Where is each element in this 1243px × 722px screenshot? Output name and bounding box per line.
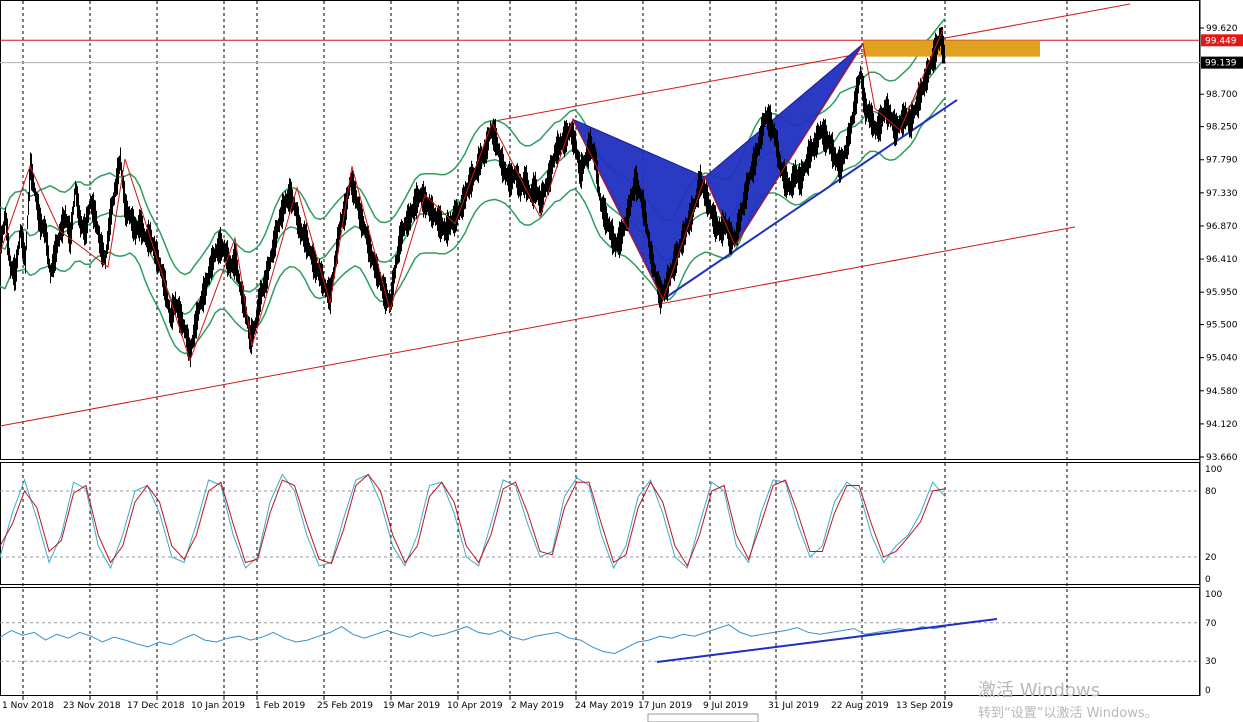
osc-y-tick-label: 70 — [1205, 619, 1217, 629]
watermark-subtitle: 转到“设置”以激活 Windows。 — [978, 706, 1158, 721]
stoch-series-0 — [0, 473, 946, 570]
stochastic-panel-frame — [0, 462, 1200, 585]
y-tick-label: 97.790 — [1206, 156, 1238, 166]
y-tick-label: 99.620 — [1206, 24, 1238, 34]
current-price-box — [1201, 56, 1243, 69]
y-tick-label: 94.120 — [1206, 420, 1238, 430]
bb-lower-band — [0, 97, 946, 355]
y-tick-label: 95.040 — [1206, 354, 1238, 364]
y-tick-label: 97.330 — [1206, 189, 1238, 199]
oscillator-layer — [0, 618, 1200, 663]
x-tick-label: 9 Jul 2019 — [703, 701, 748, 711]
x-tick-label: 23 Nov 2018 — [63, 701, 121, 711]
y-tick-label: 98.250 — [1206, 123, 1238, 133]
y-tick-label: 94.580 — [1206, 387, 1238, 397]
x-tick-label: 24 May 2019 — [575, 701, 634, 711]
x-tick-label: 17 Jun 2019 — [638, 701, 692, 711]
channel-upper-line — [494, 3, 1131, 122]
y-tick-label: 98.700 — [1206, 90, 1238, 100]
x-tick-label: 1 Feb 2019 — [255, 701, 306, 711]
x-tick-label: 19 Mar 2019 — [383, 701, 440, 711]
stoch-series-1 — [0, 473, 946, 567]
stoch-y-tick-label: 20 — [1205, 553, 1217, 563]
x-tick-label: 22 Aug 2019 — [831, 701, 889, 711]
channel-lower-line — [0, 226, 1076, 427]
stoch-y-tick-label: 80 — [1205, 487, 1217, 497]
x-tick-label: 1 Nov 2018 — [2, 701, 54, 711]
x-tick-label: 10 Jan 2019 — [191, 701, 245, 711]
line-price-box — [1201, 34, 1243, 47]
x-tick-label: 17 Dec 2018 — [127, 701, 185, 711]
y-tick-label: 96.410 — [1206, 255, 1238, 265]
x-tick-label: 31 Jul 2019 — [768, 701, 819, 711]
current-price-label: 99.139 — [1205, 59, 1237, 69]
y-tick-label: 95.950 — [1206, 288, 1238, 298]
time-scroll-marker[interactable] — [647, 713, 759, 722]
x-tick-label: 13 Sep 2019 — [896, 701, 953, 711]
main-price-layer — [0, 3, 1200, 427]
stoch-y-tick-label: 100 — [1205, 465, 1222, 475]
main-panel-frame — [0, 0, 1200, 460]
watermark-title: 激活 Windows — [978, 680, 1101, 701]
stochastic-layer — [0, 473, 1200, 570]
x-tick-label: 25 Feb 2019 — [317, 701, 373, 711]
harmonic-bcd — [704, 43, 864, 247]
vertical-gridlines — [22, 1, 1068, 695]
osc-y-tick-label: 0 — [1205, 686, 1211, 696]
stoch-y-tick-label: 0 — [1205, 575, 1211, 585]
x-tick-label: 2 May 2019 — [511, 701, 564, 711]
line-price-label: 99.449 — [1205, 36, 1237, 46]
osc-y-tick-label: 100 — [1205, 590, 1222, 600]
y-tick-label: 93.660 — [1206, 453, 1238, 463]
osc-trendline — [656, 618, 998, 663]
prz-zone — [863, 40, 1040, 57]
y-tick-label: 96.870 — [1206, 222, 1238, 232]
x-tick-label: 10 Apr 2019 — [447, 701, 503, 711]
osc-series-0 — [0, 624, 946, 655]
axis-labels: 99.620 98.700 98.250 97.790 97.330 96.870 96.4… — [2, 24, 1243, 711]
zigzag-line — [0, 29, 944, 363]
osc-y-tick-label: 30 — [1205, 657, 1217, 667]
y-tick-label: 95.500 — [1206, 321, 1238, 331]
support-trendline — [662, 99, 958, 301]
